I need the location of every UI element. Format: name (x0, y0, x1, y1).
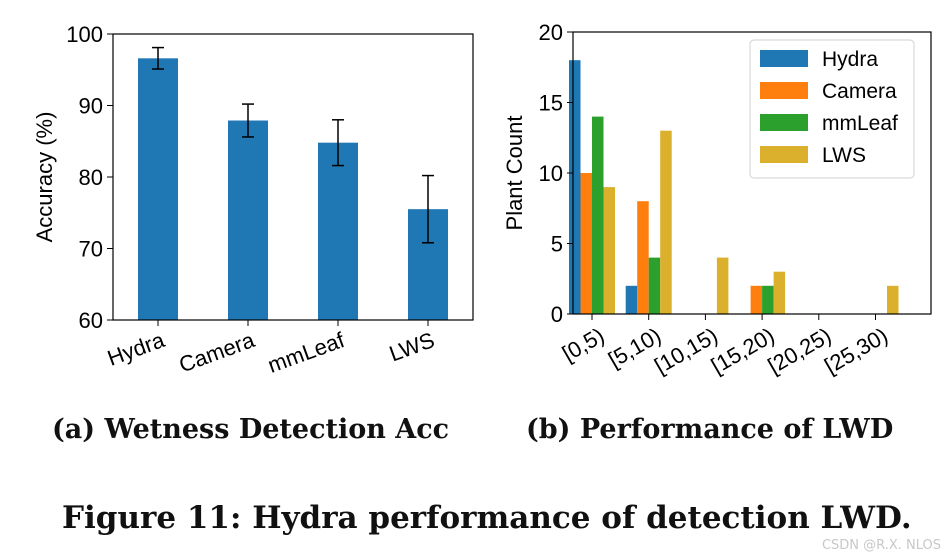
watermark-text: CSDN @R.X. NLOS (821, 538, 941, 553)
bar-hydra (138, 58, 178, 321)
bar-camera-1 (637, 201, 649, 314)
bar-mmleaf-0 (592, 116, 604, 314)
legend-box (749, 39, 915, 179)
y-tick-label: 80 (79, 165, 103, 190)
figure-caption: Figure 11: Hydra performance of detectio… (62, 500, 912, 536)
legend: Hydra Camera mmLeaf LWS (749, 39, 915, 179)
y-tick-label: 15 (539, 91, 563, 116)
y-tick-label: 70 (79, 237, 103, 262)
legend-swatch-hydra (760, 50, 808, 67)
panel-a-accuracy-chart: Hydra Camera mmLeaf LWS 60 70 80 90 100 Accuracy … (32, 22, 474, 378)
bar-mmleaf-3 (762, 285, 774, 314)
x-tick-label: mmLeaf (264, 327, 348, 378)
bar-lws-2 (716, 257, 729, 314)
x-tick-label: [10,15) (650, 323, 722, 379)
legend-swatch-camera (760, 82, 808, 99)
bar-hydra-1 (625, 285, 638, 314)
bar-mmleaf (318, 142, 358, 320)
bar-lws-0 (603, 187, 615, 314)
panel-b-caption: (b) Performance of LWD (526, 414, 894, 445)
y-tick-label: 5 (551, 232, 563, 257)
legend-swatch-mmleaf (760, 114, 808, 131)
y-tick-label: 100 (66, 22, 103, 47)
legend-label-mmleaf: mmLeaf (822, 112, 898, 135)
x-tick-label: LWS (386, 327, 438, 366)
legend-label-hydra: Hydra (822, 48, 878, 71)
y-tick-label: 0 (551, 302, 563, 327)
y-axis-label: Plant Count (502, 116, 527, 231)
x-tick-label: Hydra (104, 327, 168, 371)
bar-camera (228, 120, 268, 320)
x-tick-label: [0,5) (558, 323, 609, 367)
x-tick-label: Camera (176, 327, 259, 378)
y-tick-label: 90 (79, 94, 103, 119)
plot-frame (112, 33, 474, 321)
panel-b-plant-count-chart: [0,5)[5,10)[10,15)[15,20)[20,25)[25,30)0… (502, 20, 932, 379)
legend-label-lws: LWS (822, 144, 866, 167)
y-tick-label: 10 (539, 161, 563, 186)
y-axis-label: Accuracy (%) (32, 112, 57, 243)
legend-label-camera: Camera (822, 80, 897, 103)
y-tick-label: 60 (79, 308, 103, 333)
bar-camera-0 (580, 173, 592, 314)
x-tick-label: [20,25) (763, 323, 835, 379)
bar-lws-5 (887, 285, 899, 314)
bar-camera-3 (750, 285, 763, 314)
bar-mmleaf-1 (648, 257, 661, 314)
bar-lws-3 (773, 271, 786, 314)
panel-a-caption: (a) Wetness Detection Acc (52, 414, 450, 445)
legend-swatch-lws (760, 146, 808, 163)
bar-hydra-0 (569, 60, 581, 315)
plot-frame (572, 31, 932, 315)
x-tick-label: [15,20) (707, 323, 779, 379)
bar-lws-1 (660, 130, 672, 314)
x-tick-label: [25,30) (820, 323, 892, 379)
y-tick-label: 20 (539, 20, 563, 45)
